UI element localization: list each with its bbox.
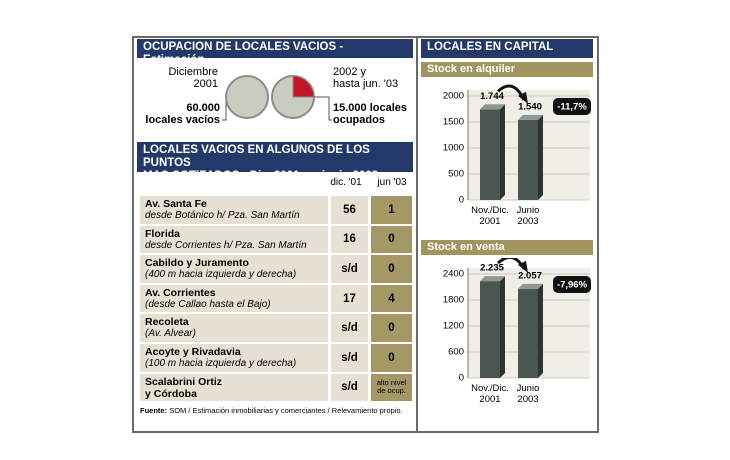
- bar: [518, 114, 543, 200]
- value-cell: s/d: [331, 344, 368, 372]
- value-cell: s/d: [331, 314, 368, 342]
- badge: [553, 98, 591, 115]
- row-detail: (400 m hacia izquierda y derecha): [145, 269, 297, 281]
- value-label: 1.744: [480, 91, 504, 102]
- y-tick-label: 500: [448, 169, 464, 180]
- bar-side: [538, 283, 543, 378]
- pie-wedge: [292, 75, 315, 98]
- y-tick-label: 1800: [443, 295, 464, 306]
- chart-subtitle: Stock en alquiler: [421, 62, 593, 77]
- connector: [314, 96, 332, 121]
- value-label: 1.540: [518, 101, 542, 112]
- bar-top: [480, 104, 505, 110]
- value-cell: 16: [331, 225, 368, 254]
- source-label: Fuente:: [140, 406, 168, 415]
- bar: [480, 276, 505, 378]
- row-name-cell: Acoyte y Rivadavia (100 m hacia izquierda…: [140, 344, 328, 372]
- row-name-cell: Recoleta (Av. Alvear): [140, 314, 328, 342]
- pies: [222, 75, 332, 121]
- y-tick-label: 2400: [443, 269, 464, 280]
- bar-top: [518, 283, 543, 289]
- section-header: LOCALES VACIOS EN ALGUNOS DE LOS PUNTOS …: [137, 142, 413, 182]
- frame: [132, 36, 599, 433]
- section-header: LOCALES EN CAPITAL: [421, 39, 593, 58]
- source-note: Fuente: SOM / Estimación inmobiliarias y…: [140, 406, 403, 415]
- row-name: Scalabrini Ortiz y Córdoba: [145, 375, 223, 400]
- annotation: -7,96%: [557, 280, 588, 291]
- value-cell: s/d: [331, 255, 368, 283]
- row-name-cell: Cabildo y Juramento (400 m hacia izquierd…: [140, 255, 328, 283]
- row-detail: desde Corrientes h/ Pza. San Martín: [145, 239, 307, 251]
- y-tick-label: 0: [459, 195, 464, 206]
- value-label: 2.235: [480, 263, 504, 274]
- period-label: 2002 y hasta jun. '03: [333, 66, 399, 90]
- chart-subtitle: Stock en venta: [421, 240, 593, 255]
- value-cell: 0: [371, 225, 412, 254]
- chart: 0 500 1000 1500 2000 1.744 1.540 -11,7%: [443, 84, 591, 206]
- value-cell: 1: [371, 196, 412, 224]
- x-tick-label: Junio 2003: [516, 383, 540, 405]
- bar: [480, 104, 505, 200]
- row-name-cell: Av. Corrientes (desde Callao hasta el Baj…: [140, 284, 328, 313]
- x-tick-label: Nov./Dic. 2001: [471, 383, 509, 405]
- value-cell: s/d: [331, 373, 368, 402]
- arrow-head: [518, 260, 528, 273]
- arrow-head: [518, 91, 528, 104]
- row-name-cell: Av. Santa Fe desde Botánico h/ Pza. San M…: [140, 196, 328, 224]
- row-name: Av. Santa Fe: [145, 198, 207, 210]
- row-name-cell: Scalabrini Ortiz y Córdoba: [140, 373, 328, 402]
- column-header: jun '03: [377, 177, 407, 188]
- row-name: Florida: [145, 227, 181, 240]
- row-name-cell: Florida desde Corrientes h/ Pza. San Mart…: [140, 225, 328, 254]
- bar-side: [500, 276, 505, 378]
- row-detail: (100 m hacia izquierda y derecha): [145, 358, 297, 369]
- bar-front: [518, 119, 538, 200]
- section-header: OCUPACION DE LOCALES VACIOS - Estimación: [137, 39, 413, 66]
- row-detail: (Av. Alvear): [145, 328, 196, 340]
- value-cell: 4: [371, 284, 412, 313]
- bar-side: [500, 104, 505, 200]
- y-tick-label: 600: [448, 347, 464, 358]
- row-name: Acoyte y Rivadavia: [145, 346, 241, 358]
- chart: 0 600 1200 1800 2400 2.235 2.057 -7,96%: [443, 258, 591, 384]
- y-tick-label: 1200: [443, 321, 464, 332]
- bar-front: [518, 288, 538, 378]
- occupied-label: 15.000 locales ocupados: [333, 102, 408, 126]
- annotation: -11,7%: [557, 102, 587, 113]
- value-cell: 56: [331, 196, 368, 224]
- pie-vacant: [225, 75, 269, 119]
- y-tick-label: 0: [459, 373, 464, 384]
- value-cell: alto nivel de ocup.: [371, 373, 412, 402]
- bar: [518, 283, 543, 378]
- x-tick-label: Junio 2003: [516, 205, 540, 227]
- bar-top: [480, 276, 505, 282]
- row-name: Av. Corrientes: [145, 286, 216, 299]
- bar-front: [480, 281, 500, 378]
- column-header: dic. '01: [330, 177, 362, 188]
- y-tick-label: 1500: [443, 117, 464, 128]
- value-cell: 0: [371, 255, 412, 283]
- period-label: Diciembre 2001: [168, 66, 218, 90]
- row-detail: desde Botánico h/ Pza. San Martín: [145, 210, 300, 221]
- value-cell: 17: [331, 284, 368, 313]
- value-cell: 0: [371, 314, 412, 342]
- divider: [416, 38, 418, 431]
- row-name: Cabildo y Juramento: [145, 257, 249, 270]
- value-label: 2.057: [518, 270, 542, 281]
- badge: [553, 276, 591, 293]
- bar-top: [518, 114, 543, 120]
- bar-front: [480, 109, 500, 200]
- vacant-label: 60.000 locales vacíos: [145, 102, 220, 126]
- row-detail: (desde Callao hasta el Bajo): [145, 298, 271, 310]
- y-tick-label: 2000: [443, 91, 464, 102]
- bar-side: [538, 114, 543, 200]
- row-name: Recoleta: [145, 316, 189, 329]
- x-tick-label: Nov./Dic. 2001: [471, 205, 509, 227]
- source-text: SOM / Estimación inmobiliarias y comerci…: [169, 406, 403, 415]
- value-cell: 0: [371, 344, 412, 372]
- y-tick-label: 1000: [443, 143, 464, 154]
